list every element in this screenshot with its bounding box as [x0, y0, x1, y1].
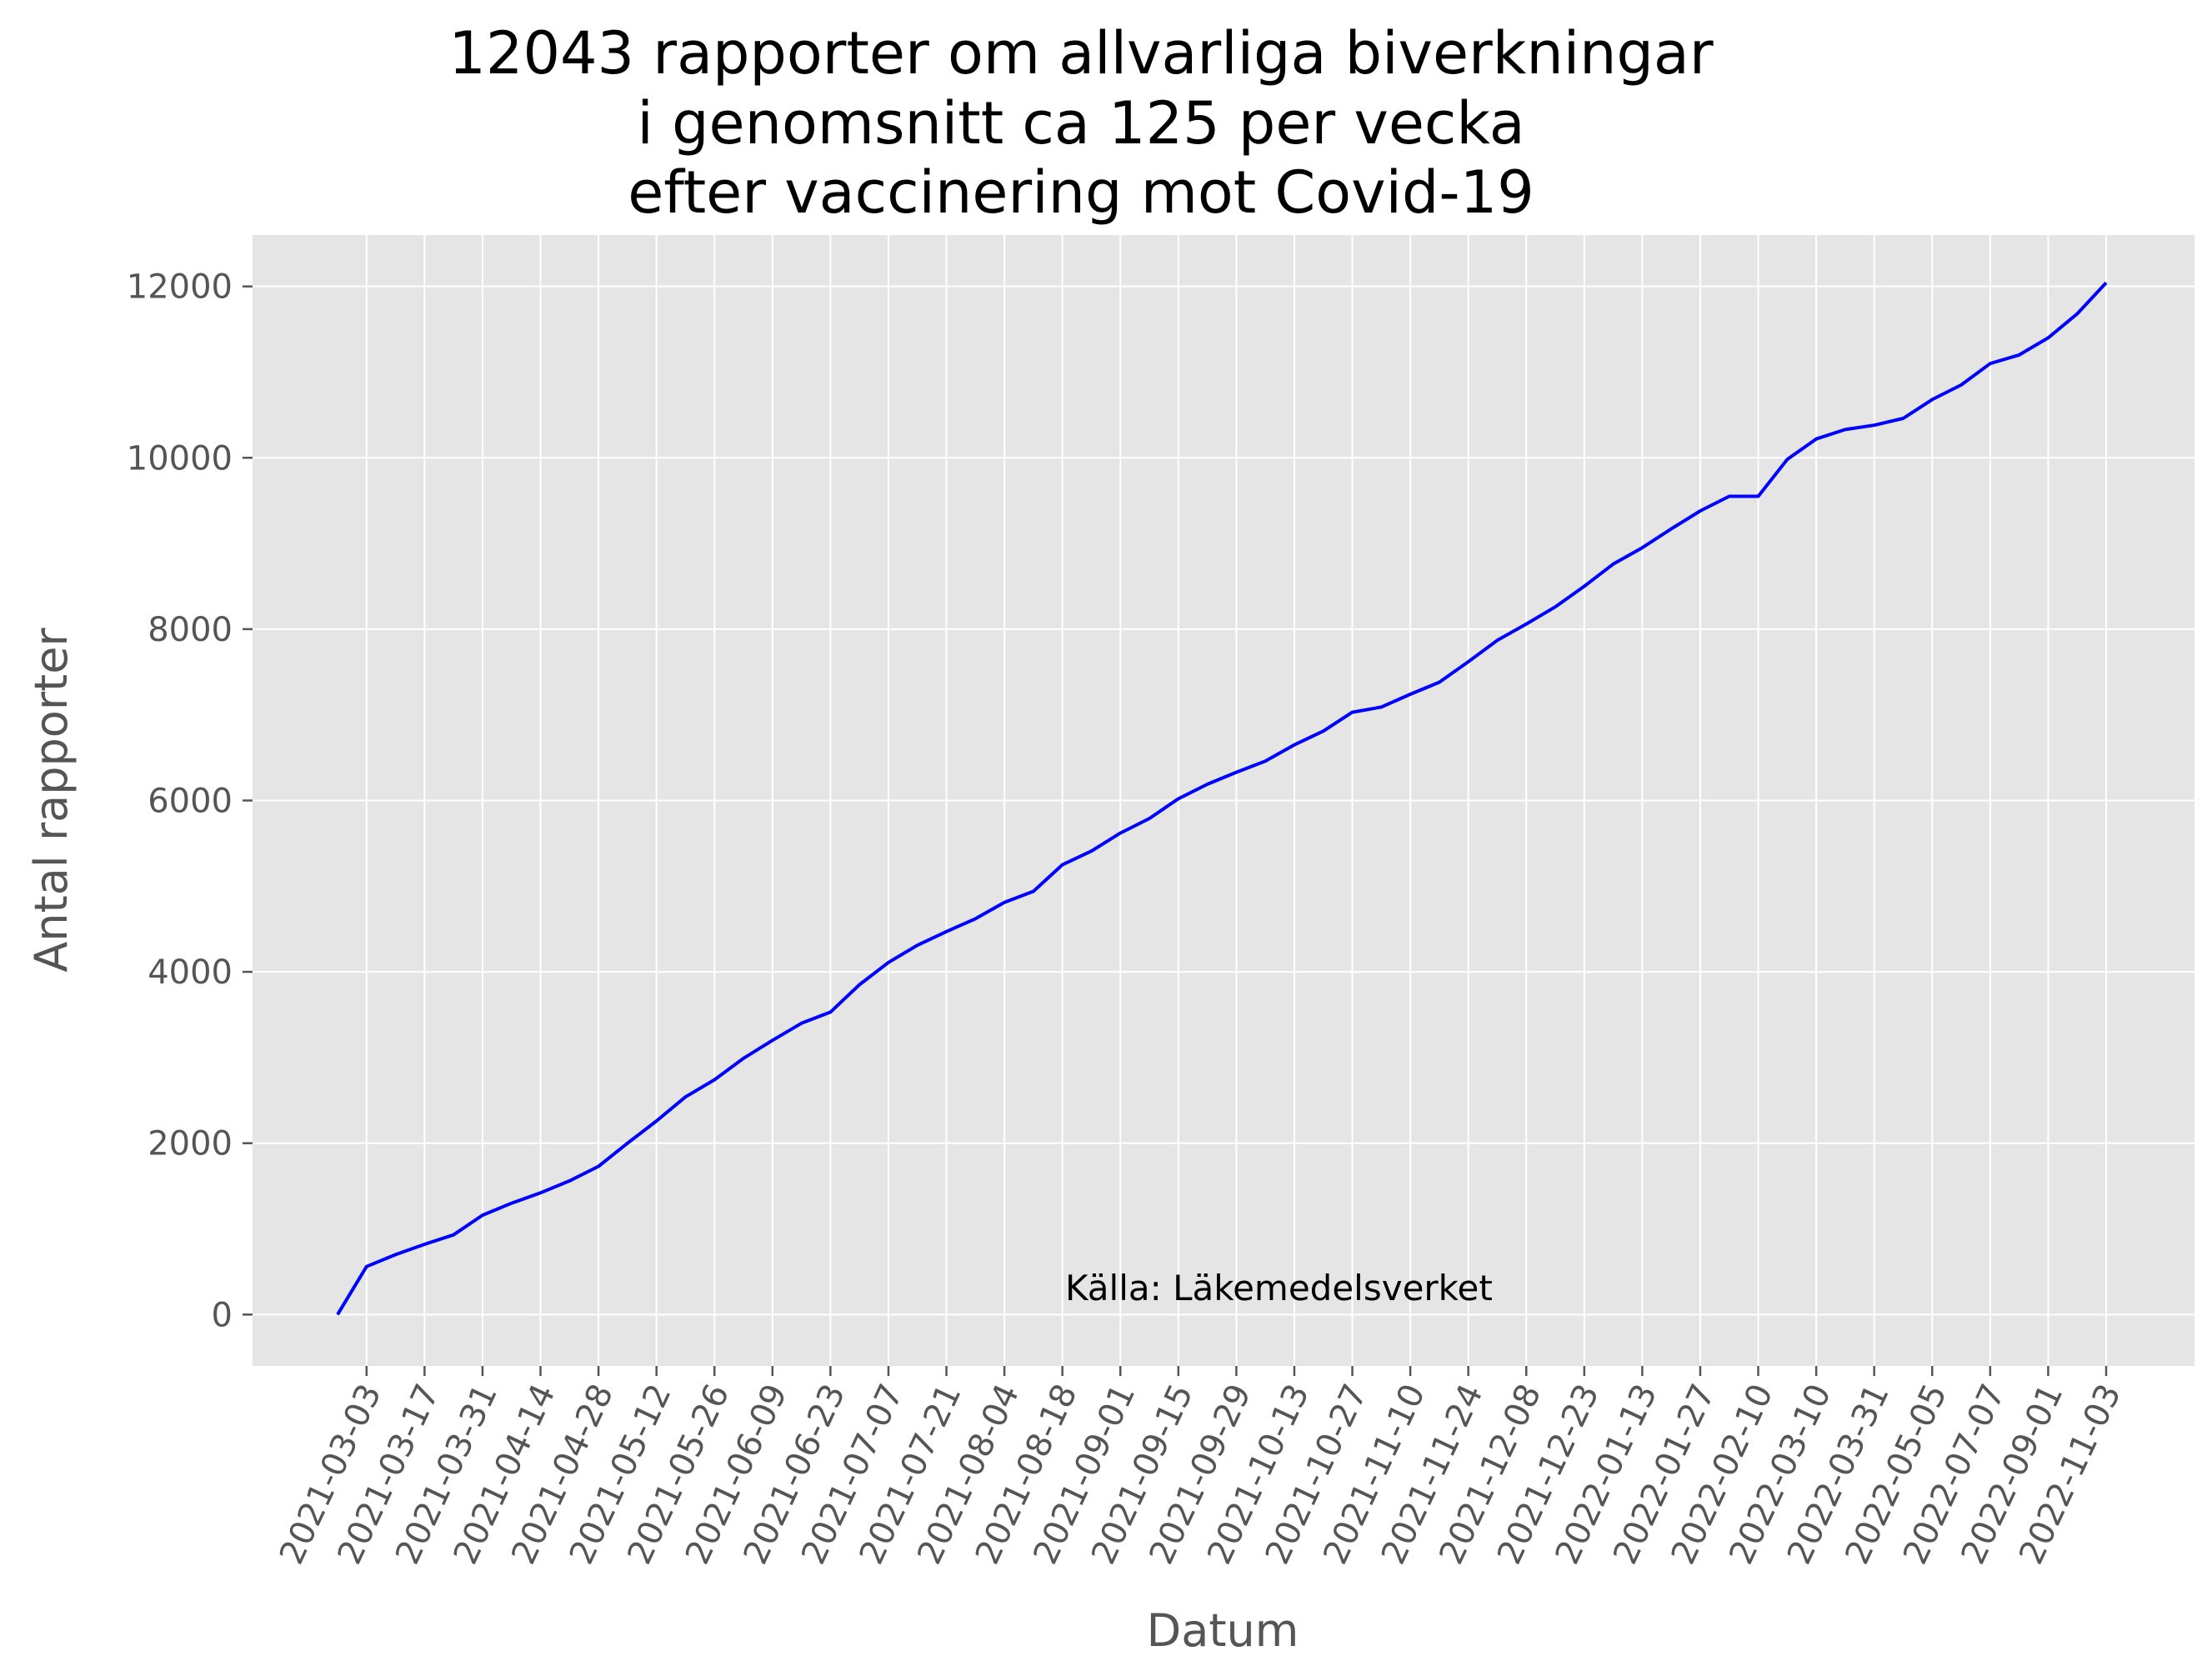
chart-title-line-3: efter vaccinering mot Covid-19: [628, 158, 1534, 227]
source-annotation: Källa: Läkemedelsverket: [1065, 1268, 1493, 1308]
chart-title-line-1: 12043 rapporter om allvarliga biverkning…: [448, 19, 1713, 88]
y-tick-label: 4000: [148, 953, 233, 992]
y-axis-label: Antal rapporter: [25, 628, 78, 973]
y-tick-label: 6000: [148, 783, 233, 821]
y-tick-label: 8000: [148, 611, 233, 649]
y-tick-label: 2000: [148, 1125, 233, 1163]
x-axis-label: Datum: [1147, 1604, 1299, 1657]
chart-title-line-2: i genomsnitt ca 125 per vecka: [637, 89, 1524, 158]
x-axis-ticks: 2021-03-032021-03-172021-03-312021-04-14…: [273, 1366, 2129, 1570]
y-tick-label: 12000: [127, 268, 233, 307]
y-tick-label: 10000: [127, 439, 233, 478]
series-line: [336, 281, 2108, 1316]
y-axis-ticks: 0 2000 4000 6000 8000 10000 12000: [127, 268, 253, 1334]
y-tick-label: 0: [212, 1296, 233, 1334]
